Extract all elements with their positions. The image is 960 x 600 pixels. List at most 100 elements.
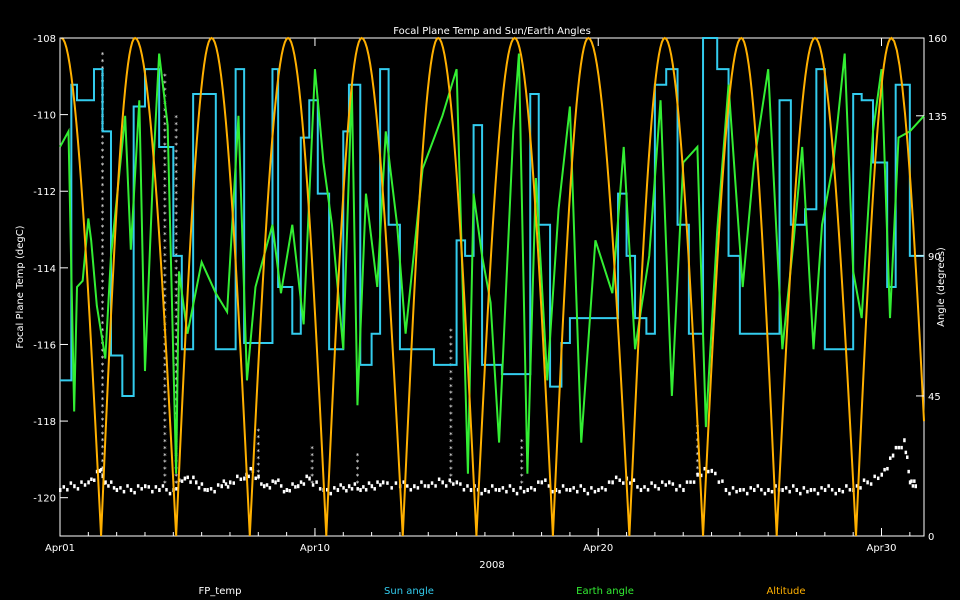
fp-temp-point [678, 484, 682, 488]
fp-temp-point [565, 488, 568, 492]
fp-temp-spike-marker: * [310, 472, 314, 480]
fp-temp-point [607, 480, 611, 484]
fp-temp-point [76, 487, 80, 491]
fp-temp-spike-marker: * [174, 238, 178, 246]
fp-temp-spike-marker: * [520, 459, 524, 467]
fp-temp-point [92, 478, 96, 482]
fp-temp-point [515, 491, 519, 496]
fp-temp-point [381, 480, 385, 485]
fp-temp-spike-marker: * [101, 148, 105, 156]
fp-temp-spike-marker: * [163, 204, 167, 212]
fp-temp-point [816, 491, 820, 496]
fp-temp-spike-marker: * [174, 190, 178, 198]
fp-temp-point [742, 488, 745, 492]
fp-temp-point [820, 486, 823, 490]
fp-temp-point [494, 488, 498, 492]
fp-temp-spike-marker: * [356, 479, 360, 487]
fp-temp-spike-marker: * [257, 462, 261, 470]
fp-temp-point [288, 488, 291, 493]
legend-altitude: Altitude [766, 586, 805, 597]
fp-temp-point [830, 488, 834, 492]
fp-temp-point [848, 488, 852, 492]
fp-temp-point [802, 486, 806, 490]
fp-temp-point [763, 491, 767, 496]
fp-temp-point [639, 488, 643, 493]
fp-temp-point [838, 488, 841, 493]
fp-temp-spike-marker: * [101, 299, 105, 307]
fp-temp-point [597, 488, 600, 493]
fp-temp-spike-marker: * [101, 417, 105, 425]
fp-temp-point [611, 480, 614, 485]
fp-temp-point [561, 484, 565, 488]
fp-temp-point [505, 489, 508, 494]
fp-temp-spike-marker: * [356, 472, 360, 480]
fp-temp-spike-marker: * [101, 403, 105, 411]
fp-temp-spike-marker: * [174, 141, 178, 149]
fp-temp-point [551, 489, 554, 494]
fp-temp-point [189, 480, 192, 484]
fp-temp-spike-marker: * [449, 335, 453, 343]
fp-temp-spike-marker: * [696, 472, 700, 480]
fp-temp-point [904, 450, 908, 455]
fp-temp-point [115, 488, 119, 493]
fp-temp-point [508, 484, 512, 488]
fp-temp-point [466, 484, 469, 488]
fp-temp-spike-marker: * [257, 448, 261, 456]
fp-temp-spike-marker: * [449, 479, 453, 487]
fp-temp-spike-marker: * [449, 328, 453, 336]
fp-temp-point [299, 480, 303, 484]
fp-temp-point [632, 478, 636, 482]
fp-temp-spike-marker: * [163, 224, 167, 232]
fp-temp-point [100, 467, 103, 472]
y-left-tick-label: -120 [33, 494, 56, 505]
fp-temp-point [756, 484, 760, 488]
fp-temp-point [122, 489, 126, 494]
fp-temp-point [498, 488, 501, 493]
fp-temp-point [636, 485, 639, 489]
fp-temp-point [914, 484, 918, 489]
fp-temp-spike-marker: * [174, 328, 178, 336]
fp-temp-point [232, 481, 236, 485]
fp-temp-spike-marker: * [101, 437, 105, 445]
fp-temp-spike-marker: * [101, 155, 105, 163]
fp-temp-point [873, 474, 876, 479]
fp-temp-point [147, 485, 151, 489]
fp-temp-point [880, 472, 884, 477]
fp-temp-spike-marker: * [257, 469, 261, 477]
fp-temp-point [104, 480, 107, 485]
fp-temp-point [749, 486, 752, 490]
fp-temp-point [604, 488, 607, 492]
y-left-tick-label: -112 [33, 187, 56, 198]
fp-temp-point [907, 469, 910, 474]
fp-temp-spike-marker: * [163, 417, 167, 425]
fp-temp-spike-marker: * [174, 135, 178, 143]
fp-temp-point [302, 482, 306, 486]
plot-frame [59, 37, 925, 537]
fp-temp-point [911, 484, 915, 488]
fp-temp-spike-marker: * [449, 397, 453, 405]
fp-temp-point [441, 480, 444, 485]
fp-temp-point [291, 482, 294, 486]
fp-temp-spike-marker: * [696, 444, 700, 452]
fp-temp-point [308, 476, 311, 481]
fp-temp-spike-marker: * [101, 430, 105, 438]
fp-temp-spike-marker: * [163, 445, 167, 453]
fp-temp-point [767, 488, 770, 493]
fp-temp-spike-marker: * [163, 183, 167, 191]
fp-temp-point [809, 488, 813, 493]
fp-temp-spike-marker: * [163, 73, 167, 81]
fp-temp-spike-marker: * [101, 58, 105, 66]
fp-temp-point [806, 489, 809, 494]
y-right-tick-label: 160 [928, 34, 947, 45]
fp-temp-point [788, 489, 791, 494]
fp-temp-spike-marker: * [174, 114, 178, 122]
fp-temp-spike-marker: * [101, 361, 105, 369]
fp-temp-point [315, 480, 318, 484]
fp-temp-point [434, 484, 437, 488]
fp-temp-spike-marker: * [520, 466, 524, 474]
fp-temp-spike-marker: * [163, 121, 167, 129]
fp-temp-point [791, 484, 795, 488]
fp-temp-spike-marker: * [101, 244, 105, 252]
fp-temp-point [342, 486, 345, 490]
